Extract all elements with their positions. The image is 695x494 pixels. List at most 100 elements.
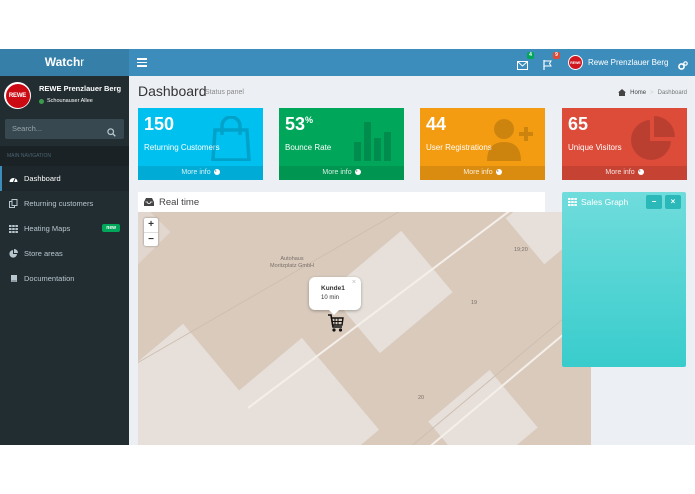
close-button[interactable]: × (665, 195, 681, 209)
control-sidebar-button[interactable] (678, 57, 688, 75)
store-address: Schounauser Allee (47, 98, 93, 104)
sidebar: REWE REWE Prenzlauer Berg Schounauser Al… (0, 76, 129, 445)
brand-name-suffix: r (80, 55, 85, 69)
sidebar-nav: Dashboard Returning customers Heating Ma… (0, 166, 129, 291)
store-logo-text: REWE (5, 83, 30, 108)
arrow-circle-right-icon (213, 168, 220, 175)
user-menu-name: Rewe Prenzlauer Berg (588, 58, 669, 67)
nav-header: MAIN NAVIGATION (0, 146, 129, 166)
sales-graph-header: Sales Graph (568, 197, 628, 207)
inbox-icon (144, 198, 154, 206)
pie-chart-icon (9, 249, 18, 258)
stat-box-unique-visitors: 65 Unique Visitors More info (562, 108, 687, 180)
sidebar-item-label: Store areas (24, 249, 63, 258)
sales-graph-title: Sales Graph (581, 197, 629, 207)
sales-graph-box: Sales Graph − × (562, 192, 686, 367)
breadcrumb-home[interactable]: Home (630, 89, 647, 96)
search-icon[interactable] (107, 124, 116, 142)
flag-icon (543, 60, 552, 70)
map-label: 20 (418, 395, 425, 401)
stat-box-user-registrations: 44 User Registrations More info (420, 108, 545, 180)
stat-value: 150 (144, 114, 175, 134)
more-info-link[interactable]: More info (138, 166, 263, 180)
search-input[interactable] (12, 124, 102, 133)
popup-time: 10 min (321, 295, 340, 301)
grid-icon (568, 198, 577, 206)
envelope-icon (517, 61, 528, 70)
brand-logo[interactable]: Watchr (0, 49, 129, 76)
page-subtitle: Status panel (205, 89, 244, 96)
sidebar-item-label: Documentation (24, 274, 75, 283)
stat-value: 65 (568, 114, 589, 134)
bar-chart-icon (354, 122, 391, 161)
stat-box-returning-customers: 150 Returning Customers More info (138, 108, 263, 180)
stat-label: Returning Customers (144, 143, 220, 152)
breadcrumb: Home > Dashboard (618, 89, 687, 96)
new-badge: new (102, 224, 120, 232)
arrow-circle-right-icon (354, 168, 361, 175)
store-name: REWE Prenzlauer Berg (39, 84, 122, 93)
map-label: 19 (471, 300, 478, 306)
stat-label: Unique Visitors (568, 143, 622, 152)
notifications-badge: 9 (553, 52, 560, 59)
breadcrumb-current: Dashboard (657, 89, 687, 96)
arrow-circle-right-icon (637, 168, 644, 175)
stat-label: User Registrations (426, 143, 492, 152)
pie-chart-icon (631, 116, 675, 160)
map-label: 19;20 (514, 247, 528, 253)
avatar: REWE (568, 55, 583, 70)
more-info-link[interactable]: More info (420, 166, 545, 180)
shopping-bag-icon (211, 116, 251, 161)
online-status-icon (39, 98, 44, 104)
sidebar-item-label: Dashboard (24, 174, 61, 183)
stat-value: 44 (426, 114, 447, 134)
stat-box-bounce-rate: 53% Bounce Rate More info (279, 108, 404, 180)
sidebar-item-heating-maps[interactable]: Heating Maps new (0, 216, 129, 241)
arrow-circle-right-icon (495, 168, 502, 175)
realtime-box-header: Real time (138, 192, 545, 212)
sidebar-item-documentation[interactable]: Documentation (0, 266, 129, 291)
realtime-map[interactable]: Autohaus Moritzplatz GmbH 19;20 19 20 + … (138, 212, 591, 445)
realtime-title: Real time (159, 196, 200, 208)
dashboard-icon (9, 174, 18, 183)
sidebar-search[interactable] (5, 119, 124, 139)
map-label-autohaus: Autohaus Moritzplatz GmbH (270, 256, 315, 269)
app-window: Watchr 4 9 REWE Rewe Prenzlauer Berg REW… (0, 49, 695, 445)
copy-icon (9, 199, 18, 208)
shopping-cart-marker[interactable] (328, 314, 344, 339)
stat-label: Bounce Rate (285, 143, 332, 152)
messages-button[interactable]: 4 (517, 52, 534, 70)
user-menu[interactable]: REWE Rewe Prenzlauer Berg (568, 53, 668, 72)
top-navbar: 4 9 REWE Rewe Prenzlauer Berg (129, 49, 695, 76)
map-popup: Kunde1 10 min × (309, 277, 361, 315)
brand-name: Watch (44, 55, 81, 69)
gears-icon (678, 61, 688, 70)
sidebar-item-label: Heating Maps (24, 224, 71, 233)
zoom-in-button[interactable]: + (148, 219, 154, 230)
sidebar-item-returning-customers[interactable]: Returning customers (0, 191, 129, 216)
shopping-cart-icon (328, 314, 344, 332)
more-info-link[interactable]: More info (279, 166, 404, 180)
home-icon (618, 89, 627, 96)
grid-icon (9, 224, 18, 233)
user-panel: REWE REWE Prenzlauer Berg Schounauser Al… (0, 76, 129, 116)
sidebar-item-store-areas[interactable]: Store areas (0, 241, 129, 266)
minimize-button[interactable]: − (646, 195, 662, 209)
breadcrumb-separator: > (650, 89, 654, 96)
map-zoom-control: + − (144, 218, 158, 246)
zoom-out-button[interactable]: − (144, 232, 158, 246)
notifications-button[interactable]: 9 (543, 52, 560, 70)
store-logo: REWE (4, 82, 31, 109)
more-info-link[interactable]: More info (562, 166, 687, 180)
page-title: Dashboard (138, 83, 207, 99)
sidebar-item-label: Returning customers (24, 199, 94, 208)
sidebar-item-dashboard[interactable]: Dashboard (0, 166, 129, 191)
book-icon (9, 274, 18, 283)
messages-badge: 4 (527, 52, 534, 59)
sidebar-toggle-icon[interactable] (137, 56, 147, 68)
user-add-icon (487, 119, 533, 161)
popup-title: Kunde1 (321, 285, 345, 292)
stat-value: 53% (285, 114, 314, 134)
store-status: Schounauser Allee (39, 98, 93, 104)
popup-close-button[interactable]: × (351, 279, 356, 286)
